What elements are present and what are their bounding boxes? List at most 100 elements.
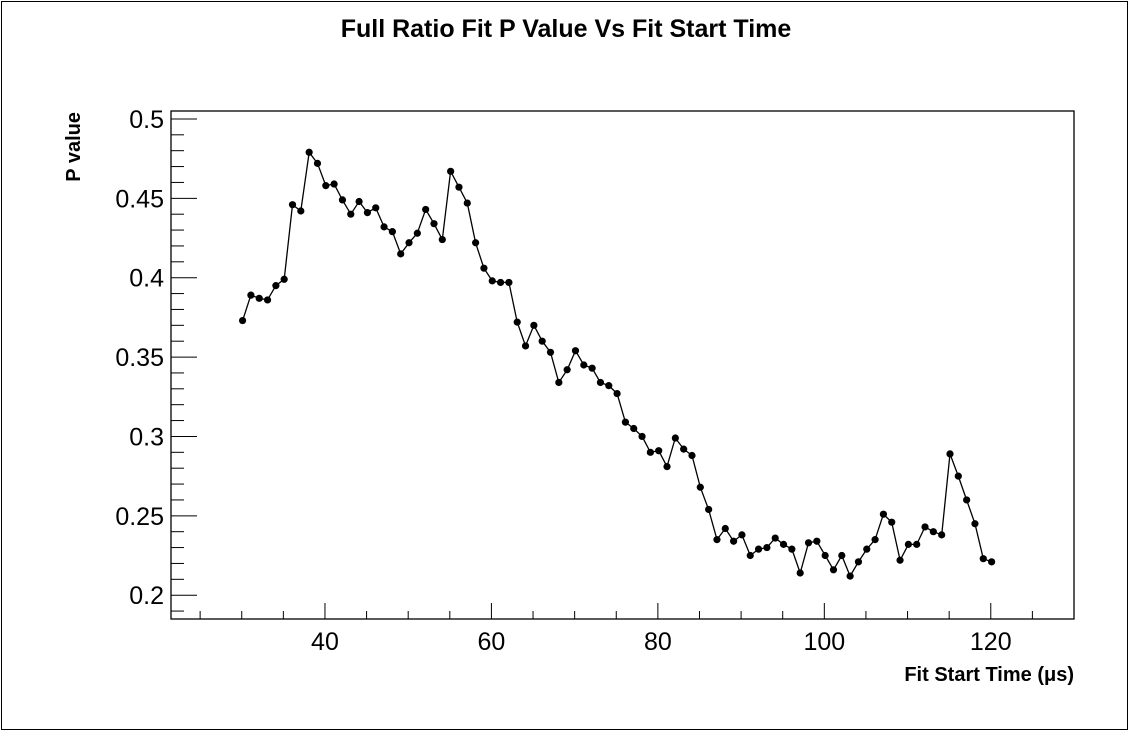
data-point (363, 209, 372, 217)
data-point (405, 239, 413, 247)
x-tick-label: 80 (644, 628, 672, 656)
data-point (746, 551, 754, 560)
data-point (480, 264, 488, 272)
data-point (347, 210, 355, 218)
data-point (588, 364, 596, 372)
series-line (241, 150, 992, 578)
data-point (571, 347, 580, 355)
data-point (754, 545, 763, 553)
data-point (247, 291, 255, 299)
data-point (655, 447, 663, 455)
data-point (688, 451, 696, 460)
data-point (779, 540, 788, 548)
data-point (596, 378, 605, 387)
x-tick-label: 120 (970, 628, 1012, 656)
x-tick-label: 100 (803, 628, 845, 656)
y-tick-label: 0.2 (129, 582, 164, 610)
plot-frame (170, 110, 1075, 620)
data-point (280, 275, 288, 283)
data-point (605, 382, 613, 390)
y-axis: 0.2 0.25 0.3 0.35 0.4 0.45 0.5 (115, 106, 197, 612)
data-point (297, 207, 305, 215)
data-point (846, 572, 854, 580)
x-axis: 40 60 80 100 120 (199, 603, 1075, 656)
data-point (663, 463, 671, 471)
data-markers (238, 148, 996, 580)
data-point (322, 182, 330, 190)
data-point (505, 278, 513, 287)
data-point (555, 378, 563, 387)
data-point (705, 505, 713, 514)
data-point (630, 424, 638, 433)
data-point (804, 539, 813, 547)
data-point (488, 277, 496, 285)
data-point (680, 445, 688, 453)
data-point (938, 531, 946, 539)
data-point (963, 496, 971, 504)
data-point (330, 180, 338, 188)
data-point (763, 543, 771, 552)
data-point (563, 366, 571, 374)
data-point (971, 520, 979, 528)
x-tick-label: 60 (478, 628, 506, 656)
data-point (696, 483, 704, 491)
data-point (613, 389, 621, 398)
y-tick-label: 0.3 (129, 423, 164, 451)
data-point (913, 540, 921, 548)
data-point (546, 348, 555, 356)
data-point (721, 524, 729, 533)
data-point (988, 558, 996, 566)
data-point (730, 537, 738, 545)
data-point (621, 418, 630, 426)
data-point (513, 318, 521, 326)
data-point (838, 551, 846, 560)
data-point (313, 159, 322, 167)
data-point (738, 531, 746, 539)
data-point (238, 316, 247, 325)
data-point (372, 204, 380, 212)
data-point (463, 199, 471, 207)
y-tick-label: 0.45 (115, 185, 164, 213)
data-point (272, 282, 280, 290)
data-point (388, 228, 396, 236)
data-point (671, 434, 679, 442)
y-tick-label: 0.5 (129, 106, 164, 134)
x-axis-label: Fit Start Time (μs) (904, 664, 1074, 686)
data-point (771, 534, 779, 542)
data-point (397, 250, 405, 258)
chart-title: Full Ratio Fit P Value Vs Fit Start Time (341, 15, 792, 43)
data-point (538, 337, 546, 345)
y-tick-label: 0.25 (115, 503, 164, 531)
data-point (530, 321, 538, 329)
data-point (447, 167, 455, 175)
data-point (255, 294, 263, 302)
data-point (863, 545, 871, 553)
data-point (921, 523, 929, 531)
data-point (929, 528, 937, 536)
data-point (413, 229, 421, 237)
data-point (713, 536, 721, 544)
data-point (879, 510, 888, 518)
data-point (954, 472, 962, 480)
x-tick-label: 40 (311, 628, 339, 656)
data-point (788, 545, 796, 553)
data-point (821, 551, 829, 560)
data-point (263, 296, 272, 304)
data-point (430, 220, 438, 228)
data-point (521, 342, 530, 350)
data-point (638, 432, 646, 441)
data-point (871, 536, 879, 544)
data-point (946, 450, 954, 458)
data-point (355, 197, 363, 206)
data-point (305, 148, 313, 156)
data-point (888, 518, 896, 526)
data-point (896, 556, 904, 564)
data-point (472, 239, 480, 247)
data-point (496, 278, 505, 287)
data-point (979, 555, 987, 563)
data-point (288, 201, 297, 209)
data-point (338, 196, 347, 204)
data-point (829, 566, 838, 574)
